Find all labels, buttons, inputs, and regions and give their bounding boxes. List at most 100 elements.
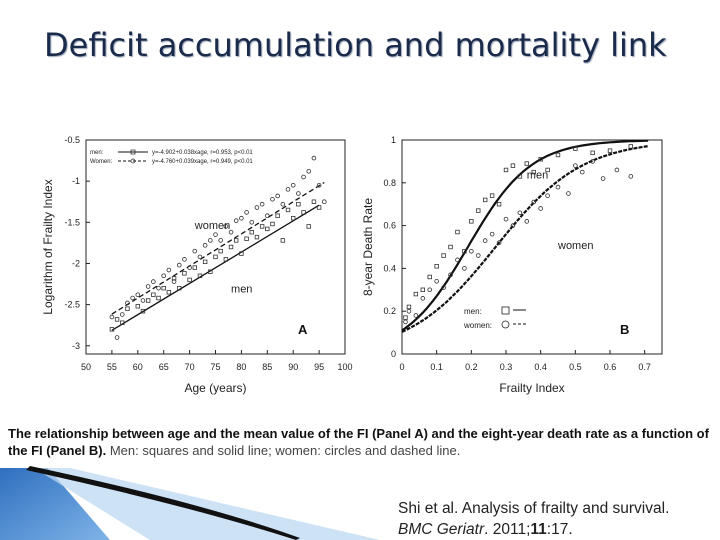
y-tick-label: -1: [72, 176, 80, 186]
men-data-point: [573, 146, 578, 151]
men-data-point: [545, 167, 550, 173]
men-data-point: [171, 276, 177, 281]
men-data-point: [538, 157, 543, 162]
men-data-point: [223, 257, 229, 262]
legend-equation: y=-4.760+0.039xage, r=0.949, p<0.01: [152, 159, 253, 165]
men-data-point: [275, 213, 280, 218]
men-data-point: [301, 210, 306, 215]
men-data-point: [403, 315, 408, 320]
women-data-point: [306, 168, 312, 174]
slide-title: Deficit accumulation and mortality link: [44, 26, 667, 64]
women-data-point: [218, 238, 223, 243]
x-tick-label: 100: [337, 362, 352, 372]
women-data-point: [114, 335, 120, 340]
women-data-point: [600, 176, 606, 181]
figure-panels: 50 55 60 65 70 75 80 85 90 95 100-0.5-1-1.5-2-2.5-…: [41, 135, 663, 395]
women-data-point: [406, 308, 412, 314]
men-data-point: [109, 327, 115, 332]
citation: Shi et al. Analysis of frailty and survi…: [398, 498, 669, 540]
men-data-point: [524, 161, 529, 166]
women-data-point: [496, 240, 502, 246]
men-data-point: [161, 285, 166, 291]
legend-label: Women:: [90, 159, 113, 165]
women-data-point: [259, 201, 265, 207]
y-tick-label: 0.2: [383, 306, 396, 316]
women-data-point: [301, 174, 306, 180]
citation-pages: :17.: [546, 521, 573, 538]
legend-marker: [130, 158, 136, 164]
men-data-point: [441, 253, 446, 258]
x-tick-label: 85: [262, 362, 272, 372]
men-data-point: [259, 224, 265, 229]
men-data-point: [202, 259, 208, 265]
men-data-point: [607, 148, 613, 153]
men-data-point: [244, 236, 249, 241]
women-data-point: [296, 191, 301, 196]
legend-marker: [501, 306, 510, 315]
women-data-point: [311, 155, 317, 161]
x-tick-label: 0.4: [534, 362, 547, 372]
women-data-point: [275, 193, 280, 199]
men-data-point: [482, 197, 488, 203]
women-data-point: [566, 191, 571, 196]
women-data-point: [413, 313, 419, 318]
women-data-point: [213, 232, 218, 237]
men-data-point: [427, 274, 432, 280]
y-tick-label: -1.5: [64, 217, 80, 227]
x-tick-label: 0.6: [604, 362, 617, 372]
women-data-point: [233, 218, 239, 223]
women-data-point: [239, 215, 244, 221]
women-data-point: [228, 229, 234, 235]
men-data-point: [254, 234, 260, 240]
men-data-point: [197, 273, 203, 279]
men-data-point: [489, 193, 495, 198]
x-tick-label: 65: [159, 362, 169, 372]
women-data-point: [285, 187, 291, 192]
men-data-point: [213, 254, 218, 260]
women-data-point: [590, 159, 595, 164]
x-tick-label: 0: [399, 362, 404, 372]
women-fit-line: [401, 145, 649, 333]
women-data-point: [192, 248, 198, 254]
men-data-point: [280, 238, 286, 243]
y-tick-label: 0: [391, 349, 396, 359]
men-data-point: [413, 291, 419, 297]
legend-marker: [501, 320, 510, 329]
citation-separator: . 2011;: [484, 521, 531, 538]
men-data-point: [316, 205, 322, 210]
x-tick-label: 70: [185, 362, 195, 372]
plot-frame: [401, 139, 663, 355]
women-data-point: [531, 199, 537, 205]
men-data-point: [420, 287, 425, 292]
women-data-point: [403, 319, 408, 325]
women-data-point: [202, 243, 208, 248]
women-data-point: [171, 279, 177, 284]
caption-rest-text: Men: squares and solid line; women: circ…: [106, 443, 461, 458]
women-data-point: [579, 169, 585, 175]
men-data-point: [296, 202, 301, 207]
women-data-point: [434, 278, 439, 284]
women-data-point: [182, 257, 187, 262]
women-data-point: [290, 182, 296, 188]
women-data-point: [427, 287, 433, 293]
series-annotation-men: men: [527, 170, 548, 182]
men-data-point: [228, 244, 234, 250]
x-tick-label: 55: [107, 362, 117, 372]
women-data-point: [316, 182, 322, 188]
caption-bold-text: The relationship between age and the mea…: [8, 426, 709, 458]
men-fit-line: [401, 139, 649, 332]
men-data-point: [140, 308, 146, 314]
women-data-point: [125, 300, 130, 306]
women-data-point: [249, 220, 255, 225]
men-data-point: [187, 277, 192, 283]
men-data-point: [166, 290, 172, 295]
women-data-point: [264, 213, 270, 219]
y-tick-label: 0.8: [383, 178, 396, 188]
men-data-point: [182, 271, 187, 276]
x-tick-label: 0.2: [465, 362, 478, 372]
y-tick-label: 0.6: [383, 221, 396, 231]
women-data-point: [441, 285, 446, 290]
men-data-point: [285, 207, 291, 213]
x-tick-label: 60: [133, 362, 143, 372]
panel-label: B: [620, 322, 629, 337]
